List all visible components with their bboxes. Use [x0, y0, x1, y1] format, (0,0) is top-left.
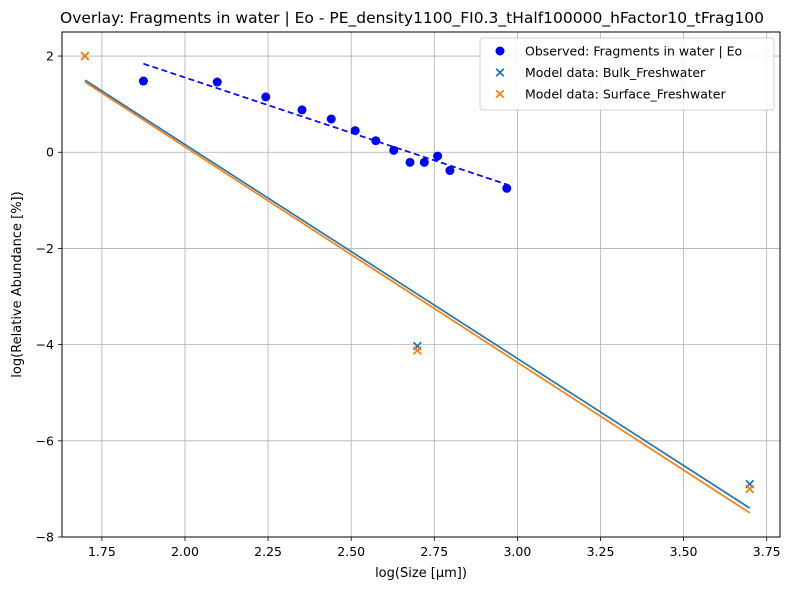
legend-label: Observed: Fragments in water | Eo — [525, 44, 742, 59]
y-axis-label: log(Relative Abundance [%]) — [10, 191, 25, 377]
fit-lines — [84, 62, 751, 514]
x-tick-label: 3.75 — [753, 544, 781, 559]
legend-marker — [495, 89, 505, 99]
observed-point — [405, 157, 415, 167]
y-tick-label: −2 — [36, 241, 54, 256]
model-point — [745, 484, 755, 494]
observed-point — [502, 183, 512, 193]
legend-marker-stroke — [495, 68, 505, 77]
grid — [62, 32, 780, 538]
observed-point — [138, 76, 148, 86]
observed-point — [261, 92, 271, 102]
legend: Observed: Fragments in water | Eo Model d… — [479, 37, 775, 111]
observed-point — [350, 126, 360, 136]
observed-point — [433, 151, 443, 161]
legend-marker — [495, 46, 505, 56]
legend-marker-stroke — [495, 89, 505, 99]
observed-point — [212, 77, 222, 87]
x-tick-label: 3.00 — [503, 544, 531, 559]
fit-surface-line — [84, 81, 751, 514]
y-tick-label: 2 — [46, 49, 54, 64]
chart-title: Overlay: Fragments in water | Eo - PE_de… — [60, 9, 764, 28]
model-point-stroke — [745, 484, 755, 494]
legend-marker — [495, 68, 505, 77]
observed-point — [326, 114, 336, 124]
observed-point — [297, 105, 307, 115]
x-axis-label: log(Size [μm]) — [375, 566, 467, 581]
fit-observed-line — [143, 62, 508, 186]
observed-point — [419, 157, 429, 167]
x-tick-label: 3.50 — [670, 544, 698, 559]
data-marks — [80, 51, 755, 494]
x-tick-label: 2.25 — [254, 544, 282, 559]
model-point — [412, 345, 422, 355]
x-tick-label: 3.25 — [587, 544, 615, 559]
x-tick-label: 1.75 — [88, 544, 116, 559]
plot-frame — [61, 31, 781, 538]
y-tick-label: −8 — [36, 530, 54, 545]
y-tick-label: 0 — [46, 145, 54, 160]
x-tick-label: 2.00 — [171, 544, 199, 559]
legend-box — [479, 37, 775, 111]
y-tick-label: −4 — [36, 337, 54, 352]
legend-label: Model data: Surface_Freshwater — [525, 87, 726, 102]
x-tick-label: 2.75 — [420, 544, 448, 559]
x-tick-label: 2.50 — [337, 544, 365, 559]
legend-label: Model data: Bulk_Freshwater — [525, 65, 706, 80]
model-point-stroke — [412, 345, 422, 355]
model-point — [80, 51, 90, 61]
observed-point — [371, 136, 381, 146]
axis-ticks: 1.75 2.00 2.25 2.50 2.75 3.00 3.25 3.50 3.75 −8 −6… — [36, 49, 781, 559]
model-point-stroke — [80, 51, 90, 61]
observed-point — [445, 166, 455, 176]
observed-point — [389, 145, 399, 155]
fit-bulk-line — [84, 79, 751, 509]
y-tick-label: −6 — [36, 433, 54, 448]
